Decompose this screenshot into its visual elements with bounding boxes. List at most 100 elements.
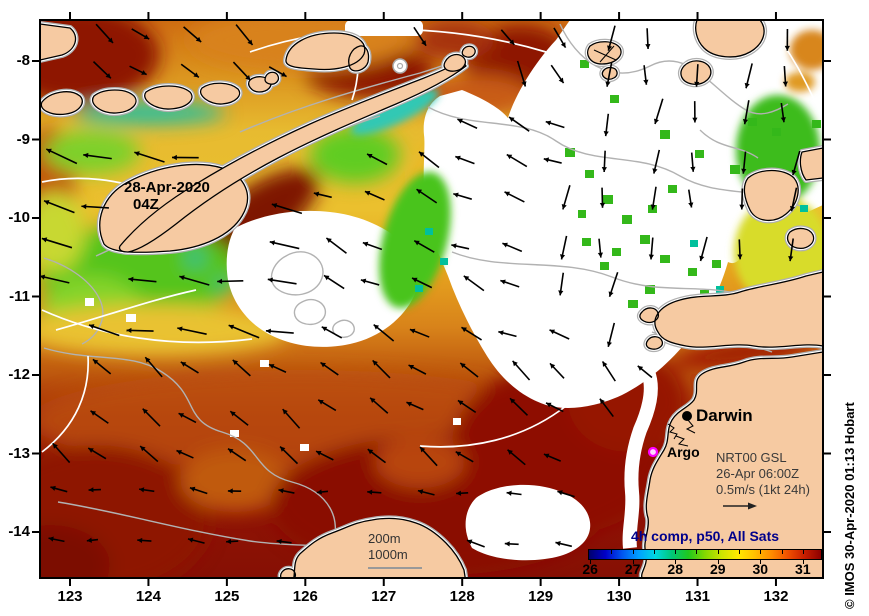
current-arrow-head [269,240,276,246]
current-arrow-head [46,148,52,154]
current-arrow-head [126,327,132,334]
colorbar-title: 4h comp, p50, All Sats [630,528,780,544]
current-arrow-head [179,275,185,281]
current-arrow-head [145,357,151,363]
lat-tick-label: -11 [9,287,30,305]
current-arrow-head [643,79,649,85]
lon-tick-label: 129 [528,588,554,605]
current-arrow-head [506,490,512,496]
current-arrow-head [276,538,282,545]
current-arrow-head [107,37,113,43]
current-arrow [43,200,75,214]
current-arrow-head [52,443,58,449]
attribution: © IMOS 30-Apr-2020 01:13 Hobart [842,402,857,609]
date-line1: 28-Apr-2020 [124,179,210,196]
current-arrow-head [418,151,425,157]
current-arrow-head [41,237,48,243]
island-hatch [593,45,617,63]
lon-tick-label: 127 [371,588,397,605]
current-arrow-head [599,398,605,405]
current-arrow-head [502,242,508,248]
current-arrow-head [692,117,698,123]
depth-contour-legend: 200m 1000m [368,531,408,563]
axis-ticks [32,12,831,586]
current-arrow-head [313,191,320,197]
current-arrow-head [416,189,423,195]
colorbar-minor-tick [653,550,655,554]
current-arrow-head [504,541,510,547]
current-arrow-head [694,81,700,87]
current-arrow-head [608,291,614,297]
current-arrow-head [791,169,797,176]
current-arrow-head [141,70,147,75]
current-arrow-head [741,168,747,174]
colorbar-minor-tick [632,550,634,554]
colorbar-minor-tick [781,550,783,554]
current-arrow [88,324,120,337]
colorbar-minor-tick [696,550,698,554]
current-arrow-head [227,488,233,494]
current-arrow [134,151,165,163]
current-arrow-head [784,45,790,51]
current-arrow-head [92,359,99,365]
current-arrow-head [417,489,424,495]
current-arrow-head [318,399,324,405]
current-arrow-head [367,489,373,495]
current-arrow-head [456,490,462,496]
current-arrow-head [227,448,234,454]
colorbar [588,549,822,560]
current-arrow-head [504,191,511,197]
current-arrow-head [510,398,516,404]
colorbar-tick [760,560,762,564]
colorbar-tick-label: 31 [795,561,811,577]
current-arrow-head [83,152,89,159]
current-arrow-head [606,341,612,347]
current-arrow-head [521,81,527,87]
current-arrow-head [217,278,223,284]
date-line2: 04Z [133,196,159,213]
current-arrow-head [543,157,550,163]
current-arrow-head [549,363,556,369]
current-arrow-head [360,278,367,284]
current-arrow [228,324,260,339]
current-arrow-head [316,451,322,456]
current-arrow-head [320,362,326,368]
current-arrow-head [180,361,187,367]
lon-tick-label: 132 [763,588,789,605]
current-arrow-head [737,254,743,260]
current-arrow-head [177,326,183,332]
current-arrow-head [648,254,654,260]
current-arrow-head [645,44,651,50]
current-arrow-head [597,252,603,258]
current-arrow-head [408,364,415,370]
current-arrow-head [193,72,199,78]
current-arrow-head [602,361,608,367]
current-arrow-head [81,203,87,210]
lat-tick-label: -14 [8,523,30,540]
no-data-layer [85,20,823,561]
lat-tick-label: -9 [16,130,30,148]
colorbar-tick-label: 30 [752,561,769,577]
current-arrow-head [607,45,613,51]
current-arrow-head [412,277,418,283]
current-arrow-head [512,360,518,367]
colorbar-minor-tick [611,550,613,554]
current-arrow-head [88,324,95,330]
vector-legend-line1: NRT00 GSL [716,450,787,465]
depth-1000m-label: 1000m [368,547,408,562]
colorbar-tick [590,560,592,564]
current-arrow-head [281,71,287,77]
current-arrow-head [453,192,459,198]
land-layer [40,20,823,578]
current-arrow-head [500,279,506,285]
current-arrow-head [50,485,56,491]
current-arrow-head [88,487,94,493]
current-arrow-head [466,539,473,545]
current-arrow-head [543,453,550,459]
vector-legend-line2: 26-Apr 06:00Z [716,466,800,481]
vector-scale-legend: NRT00 GSL 26-Apr 06:00Z 0.5m/s (1kt 24h) [716,450,810,498]
current-arrow-head [105,73,111,79]
colorbar-minor-tick [802,550,804,554]
current-arrow-head [189,486,196,492]
current-arrow-head [86,537,92,543]
